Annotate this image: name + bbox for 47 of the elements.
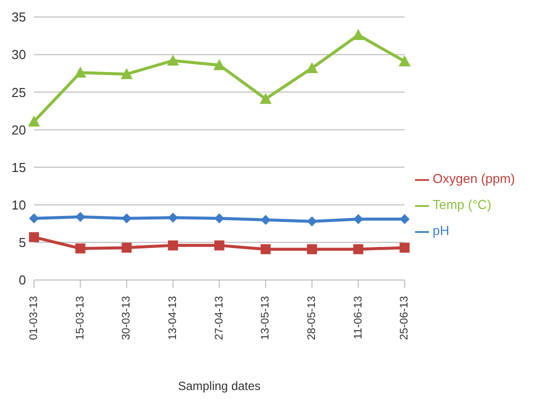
y-tick-label: 15 xyxy=(12,160,26,175)
point xyxy=(29,213,39,224)
x-tick-label: 27-04-13 xyxy=(213,296,226,340)
point xyxy=(400,214,410,224)
y-tick-label: 10 xyxy=(12,197,26,212)
x-tick-label: 28-05-13 xyxy=(306,296,318,340)
legend-label: Oxygen (ppm) xyxy=(432,171,515,186)
x-tick-label: 25-06-13 xyxy=(398,296,411,340)
point xyxy=(214,213,224,224)
point xyxy=(168,240,178,250)
y-tick-label: 5 xyxy=(18,235,26,250)
x-axis-title: Sampling dates xyxy=(178,379,261,393)
point xyxy=(306,244,317,254)
point xyxy=(353,244,364,254)
point xyxy=(166,54,179,66)
point xyxy=(120,68,133,80)
point xyxy=(306,62,318,74)
x-tick-label: 01-03-13 xyxy=(28,296,40,340)
y-tick-label: 0 xyxy=(18,272,26,288)
point xyxy=(213,59,226,70)
point xyxy=(75,243,86,254)
point xyxy=(398,55,411,66)
x-tick-label: 30-03-13 xyxy=(120,296,133,340)
y-tick-label: 35 xyxy=(12,10,26,25)
point xyxy=(168,212,178,223)
point xyxy=(75,212,86,222)
point xyxy=(74,66,86,78)
legend-label: Temp (°C) xyxy=(432,197,492,212)
point xyxy=(260,244,271,254)
point xyxy=(122,213,132,224)
y-tick-label: 20 xyxy=(12,122,26,138)
point xyxy=(260,214,271,225)
legend-label: pH xyxy=(432,223,450,238)
x-tick-label: 13-04-13 xyxy=(166,296,179,340)
x-tick-label: 11-06-13 xyxy=(352,296,364,340)
y-tick-label: 30 xyxy=(12,47,26,62)
x-tick-label: 15-03-13 xyxy=(74,296,86,340)
point xyxy=(29,232,39,242)
point xyxy=(28,115,40,126)
point xyxy=(260,92,272,104)
point xyxy=(122,242,132,253)
point xyxy=(353,214,364,224)
x-tick-label: 13-05-13 xyxy=(260,296,272,340)
point xyxy=(214,240,224,250)
point xyxy=(306,216,317,226)
y-tick-label: 25 xyxy=(12,84,26,100)
point xyxy=(400,242,410,253)
